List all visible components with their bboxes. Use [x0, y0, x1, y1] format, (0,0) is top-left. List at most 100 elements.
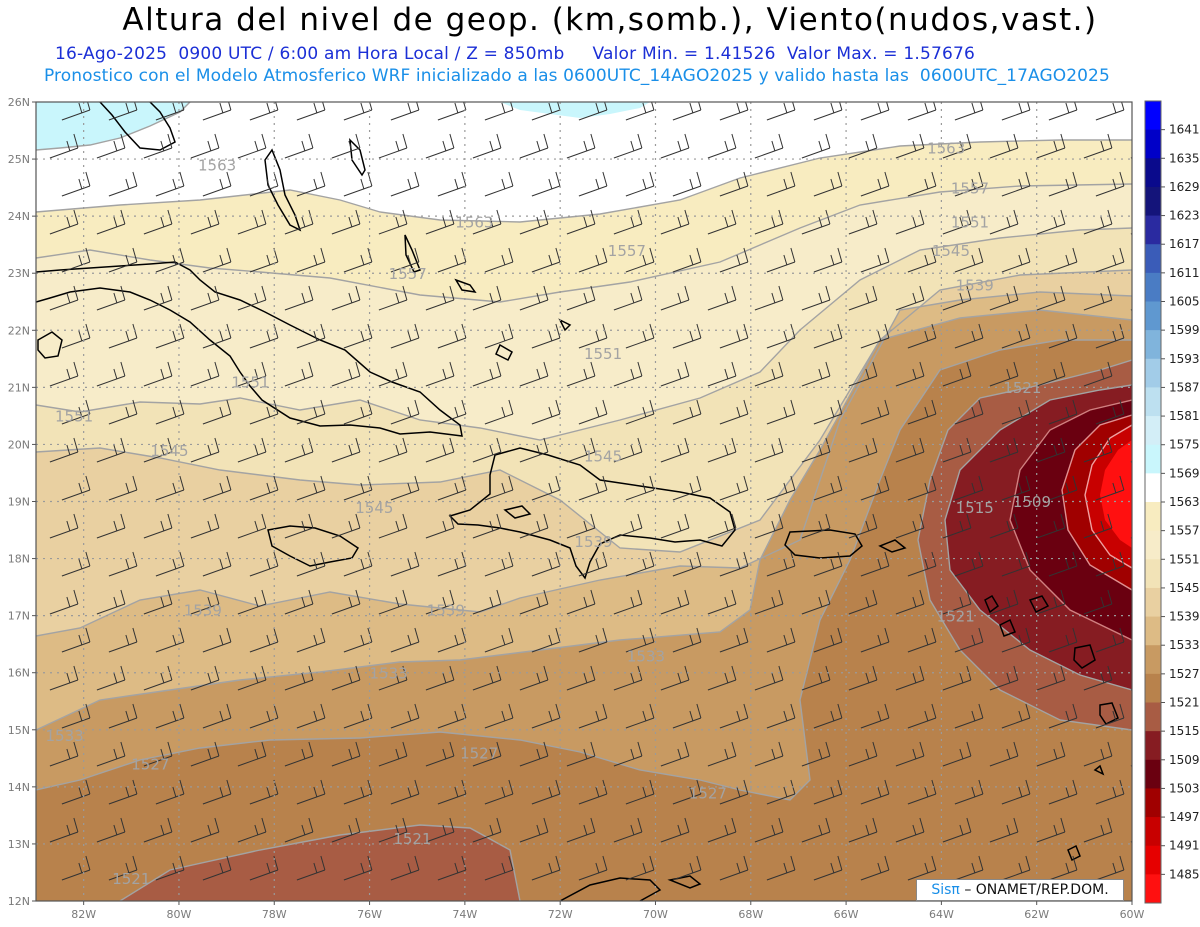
wind-barb — [954, 102, 984, 121]
wind-barb — [566, 817, 596, 843]
colorbar-label: 1605 — [1169, 295, 1200, 309]
wind-barb — [96, 665, 126, 691]
wind-barb — [719, 703, 749, 729]
wind-barb — [237, 209, 267, 235]
contour-label: 1551 — [584, 345, 622, 363]
wind-barb — [1048, 247, 1078, 273]
wind-barb — [61, 627, 91, 653]
wind-barb — [625, 323, 655, 349]
wind-barb — [237, 513, 267, 539]
contour-label: 1533 — [45, 727, 83, 745]
wind-barb — [61, 703, 91, 729]
wind-barb — [672, 779, 702, 805]
wind-barb — [425, 437, 455, 463]
wind-barb — [672, 399, 702, 425]
wind-barb — [155, 323, 185, 349]
colorbar-swatch — [1145, 817, 1161, 847]
wind-barb — [249, 171, 279, 197]
wind-barb — [378, 741, 408, 767]
contour-label: 1533 — [370, 664, 408, 682]
wind-barb — [155, 399, 185, 425]
wind-barb — [378, 285, 408, 311]
colorbar-swatch — [1145, 731, 1161, 761]
wind-barb — [296, 171, 326, 197]
wind-barb — [766, 399, 796, 425]
wind-barb — [813, 703, 843, 729]
credit-org: – ONAMET/REP.DOM. — [964, 882, 1109, 898]
lat-tick-label: 22N — [8, 324, 30, 337]
wind-barb — [519, 285, 549, 311]
lat-tick-label: 14N — [8, 781, 30, 794]
wind-barb — [954, 399, 984, 425]
colorbar-label: 1629 — [1169, 180, 1200, 194]
wind-barb — [672, 171, 702, 197]
colorbar-label: 1509 — [1169, 753, 1200, 767]
colorbar-label: 1503 — [1169, 781, 1200, 795]
wind-barb — [390, 703, 420, 729]
contour-label: 1545 — [355, 499, 393, 517]
wind-barb — [343, 399, 373, 425]
wind-barb — [672, 627, 702, 653]
lon-tick-label: 80W — [167, 908, 192, 921]
colorbar-swatch — [1145, 272, 1161, 302]
wind-barb — [519, 741, 549, 767]
colorbar-swatch — [1145, 387, 1161, 417]
wind-barb — [1036, 589, 1066, 615]
longitude-axis: 82W 80W 78W 76W 74W 72W 70W 68W 66W 64W 62W 60W — [71, 901, 1145, 921]
wind-barb — [907, 323, 937, 349]
wind-barb — [813, 399, 843, 425]
wind-barb — [719, 247, 749, 273]
wind-barb — [96, 133, 126, 159]
wind-barb — [1083, 665, 1113, 691]
wind-barb — [895, 741, 925, 767]
colorbar-swatch — [1145, 444, 1161, 474]
wind-barb — [848, 437, 878, 463]
wind-barb — [613, 285, 643, 311]
wind-barb — [531, 779, 561, 805]
wind-barb — [190, 589, 220, 615]
lon-tick-label: 78W — [262, 908, 287, 921]
wind-barb — [625, 475, 655, 501]
wind-barb — [848, 133, 878, 159]
wind-barb — [378, 513, 408, 539]
wind-barb — [907, 855, 937, 881]
wind-barb — [942, 209, 972, 235]
wind-barb — [378, 361, 408, 387]
map-title: Altura del nivel de geop. (km,somb.), Vi… — [122, 2, 1098, 38]
wind-barb — [343, 779, 373, 805]
wind-barb — [49, 133, 79, 159]
wind-barb — [907, 247, 937, 273]
wind-barb — [49, 589, 79, 615]
wind-barb — [1083, 209, 1113, 235]
colorbar-label: 1491 — [1169, 839, 1200, 853]
wind-barb — [296, 247, 326, 273]
contour-label: 1527 — [460, 744, 498, 762]
wind-barb — [519, 513, 549, 539]
wind-barb — [1048, 399, 1078, 425]
wind-barb — [860, 703, 890, 729]
wind-barb — [1048, 703, 1078, 729]
wind-barb — [766, 171, 796, 197]
wind-barb — [613, 209, 643, 235]
wind-barb — [1095, 399, 1125, 425]
wind-barb — [801, 741, 831, 767]
wind-barb — [484, 855, 514, 881]
wind-barb — [425, 817, 455, 843]
wind-barb — [766, 855, 796, 881]
colorbar-swatch — [1145, 702, 1161, 732]
wind-barb — [331, 513, 361, 539]
wind-barb — [1036, 741, 1066, 767]
wind-barb — [954, 551, 984, 577]
wind-barb — [49, 741, 79, 767]
wind-barb — [754, 513, 784, 539]
wind-barb — [484, 323, 514, 349]
wind-barb — [249, 627, 279, 653]
lat-tick-label: 13N — [8, 838, 30, 851]
colorbar-swatch — [1145, 215, 1161, 245]
wind-barb — [625, 399, 655, 425]
wind-barb — [860, 247, 890, 273]
wind-barb — [895, 513, 925, 539]
wind-barb — [1048, 171, 1078, 197]
wind-barb — [907, 627, 937, 653]
